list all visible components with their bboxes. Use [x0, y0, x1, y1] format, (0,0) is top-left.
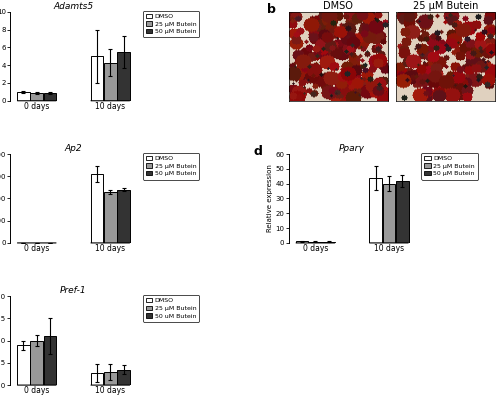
- Bar: [104, 63, 117, 101]
- Bar: [44, 93, 56, 101]
- Bar: [396, 181, 408, 243]
- Bar: [44, 336, 56, 385]
- Bar: [296, 241, 308, 243]
- Text: b: b: [267, 3, 276, 16]
- Bar: [322, 242, 335, 243]
- Legend: DMSO, 25 μM Butein, 50 μM Butein: DMSO, 25 μM Butein, 50 μM Butein: [422, 153, 478, 179]
- Bar: [90, 56, 103, 101]
- Legend: DMSO, 25 μM Butein, 50 μM Butein: DMSO, 25 μM Butein, 50 μM Butein: [142, 11, 200, 37]
- Bar: [17, 92, 29, 101]
- Bar: [90, 373, 103, 385]
- Bar: [90, 174, 103, 243]
- Bar: [309, 242, 322, 243]
- Bar: [30, 93, 43, 101]
- Legend: DMSO, 25 μM Butein, 50 μM Butein: DMSO, 25 μM Butein, 50 μM Butein: [142, 153, 200, 179]
- Text: d: d: [253, 145, 262, 158]
- Bar: [118, 52, 130, 101]
- Bar: [118, 190, 130, 243]
- Bar: [369, 178, 382, 243]
- Title: DMSO: DMSO: [324, 1, 353, 11]
- Title: Ap2: Ap2: [64, 144, 82, 153]
- Bar: [382, 184, 395, 243]
- Title: 25 μM Butein: 25 μM Butein: [412, 1, 478, 11]
- Bar: [17, 345, 29, 385]
- Title: Pparγ: Pparγ: [339, 144, 365, 153]
- Bar: [30, 341, 43, 385]
- Bar: [104, 192, 117, 243]
- Legend: DMSO, 25 μM Butein, 50 uM Butein: DMSO, 25 μM Butein, 50 uM Butein: [142, 295, 200, 322]
- Title: Pref-1: Pref-1: [60, 287, 87, 295]
- Bar: [104, 372, 117, 385]
- Title: Adamts5: Adamts5: [54, 2, 94, 11]
- Bar: [118, 370, 130, 385]
- Y-axis label: Relative expression: Relative expression: [266, 165, 272, 232]
